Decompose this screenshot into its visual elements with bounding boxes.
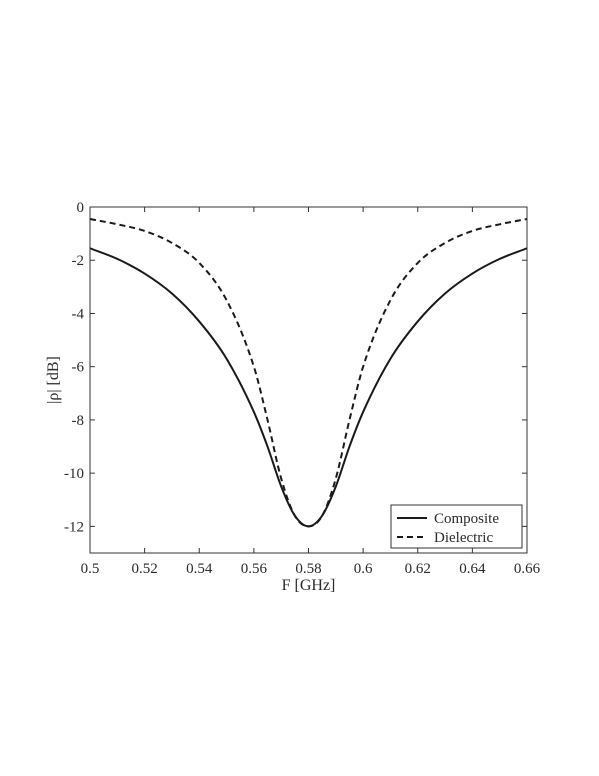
legend-label-composite: Composite bbox=[434, 511, 499, 527]
y-tick-label: 0 bbox=[77, 200, 85, 216]
x-tick-label: 0.5 bbox=[81, 561, 100, 577]
series-line-composite bbox=[89, 247, 528, 528]
x-axis-label: F [GHz] bbox=[282, 577, 336, 594]
y-tick-label: -6 bbox=[72, 360, 85, 376]
plot-frame bbox=[89, 206, 528, 554]
y-axis-label: |ρ| [dB] bbox=[45, 356, 62, 404]
y-tick-label: -8 bbox=[72, 413, 85, 429]
x-tick-label: 0.54 bbox=[186, 561, 213, 577]
legend-box bbox=[390, 504, 523, 549]
x-tick-label: 0.52 bbox=[132, 561, 158, 577]
y-tick-label: -2 bbox=[72, 253, 85, 269]
y-tick-label: -4 bbox=[72, 306, 85, 322]
x-tick-label: 0.6 bbox=[354, 561, 373, 577]
legend-label-dielectric: Dielectric bbox=[434, 530, 493, 546]
series-line-dielectric bbox=[89, 217, 528, 528]
x-tick-label: 0.66 bbox=[514, 561, 541, 577]
x-tick-label: 0.64 bbox=[459, 561, 486, 577]
x-tick-label: 0.62 bbox=[405, 561, 431, 577]
x-tick-label: 0.58 bbox=[295, 561, 321, 577]
x-tick-label: 0.56 bbox=[241, 561, 268, 577]
y-tick-label: -12 bbox=[64, 519, 84, 535]
y-tick-label: -10 bbox=[64, 466, 84, 482]
